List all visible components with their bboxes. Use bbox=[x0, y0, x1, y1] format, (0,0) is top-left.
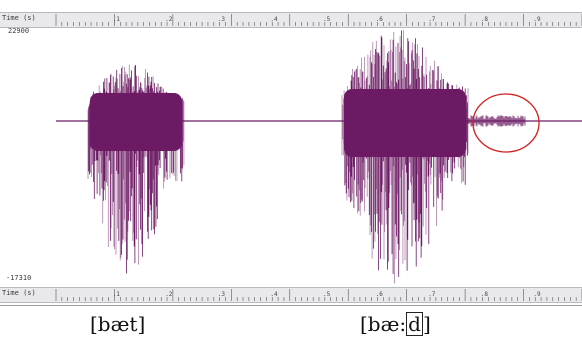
ruler-tick-label: .2 bbox=[165, 16, 173, 23]
ruler-tick-label: .4 bbox=[270, 291, 278, 298]
ruler-tick-label: .4 bbox=[270, 16, 278, 23]
ruler-tick-label: .2 bbox=[165, 291, 173, 298]
ruler-tick-label: .8 bbox=[481, 291, 489, 298]
waveform-editor: Time (s) .1 .2 .3 .4 .5 .6 .7 .8 .9 22900 -17310… bbox=[0, 12, 582, 306]
time-ruler-top[interactable]: Time (s) .1 .2 .3 .4 .5 .6 .7 .8 .9 bbox=[0, 12, 582, 28]
ruler-tick-label: .7 bbox=[428, 16, 436, 23]
waveform-core bbox=[90, 93, 182, 151]
time-ruler-bottom[interactable]: Time (s) .1 .2 .3 .4 .5 .6 .7 .8 .9 bbox=[0, 287, 582, 303]
time-ruler-ticks-bottom: .1 .2 .3 .4 .5 .6 .7 .8 .9 bbox=[55, 289, 582, 301]
ruler-tick-label: .5 bbox=[323, 291, 331, 298]
ruler-tick-label: .5 bbox=[323, 16, 331, 23]
time-ruler-label-bottom: Time (s) bbox=[2, 289, 36, 297]
highlight-circle bbox=[472, 93, 540, 153]
ruler-tick-label: .9 bbox=[533, 16, 541, 23]
ruler-tick-label: .8 bbox=[481, 16, 489, 23]
waveform-svg bbox=[56, 30, 582, 284]
waveform-burst-baad bbox=[341, 30, 469, 284]
ruler-tick-label: .9 bbox=[533, 291, 541, 298]
ruler-tick-label: .3 bbox=[218, 291, 226, 298]
ruler-tick-label: .1 bbox=[113, 16, 121, 23]
time-ruler-ticks: .1 .2 .3 .4 .5 .6 .7 .8 .9 bbox=[55, 14, 582, 26]
transcription-bat: [bæt] bbox=[90, 312, 146, 336]
ruler-tick-label: .3 bbox=[218, 16, 226, 23]
transcription-boxed-d: d bbox=[406, 312, 423, 336]
transcription-baad: [bæ: d] bbox=[360, 312, 431, 336]
waveform-core bbox=[344, 89, 466, 157]
transcription-baad-prefix: [bæ: bbox=[360, 312, 407, 336]
amplitude-max-label: 22900 bbox=[8, 27, 30, 35]
ruler-tick-label: .6 bbox=[376, 16, 384, 23]
ruler-tick-label: .1 bbox=[113, 291, 121, 298]
amplitude-min-label: -17310 bbox=[6, 274, 32, 282]
waveform-plot[interactable] bbox=[56, 27, 582, 286]
ruler-tick-label: .6 bbox=[376, 291, 384, 298]
waveform-burst-bat bbox=[87, 64, 185, 274]
ruler-tick-label: .7 bbox=[428, 291, 436, 298]
transcription-baad-suffix: ] bbox=[422, 312, 431, 336]
time-ruler-label: Time (s) bbox=[2, 14, 36, 22]
